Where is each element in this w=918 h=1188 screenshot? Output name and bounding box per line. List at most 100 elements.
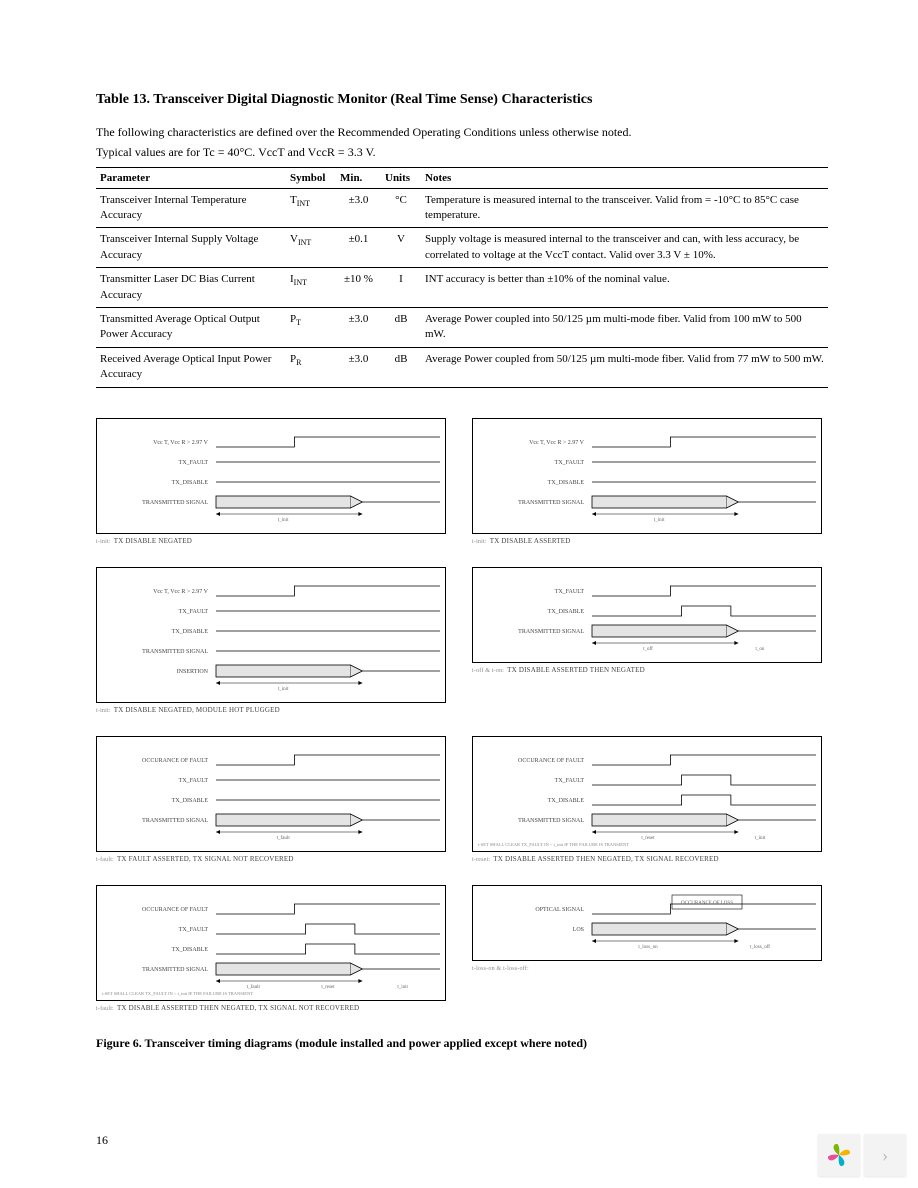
svg-text:OCCURANCE OF LOSS: OCCURANCE OF LOSS [681, 901, 733, 906]
svg-text:t_loss_off: t_loss_off [750, 945, 770, 950]
cell-min: ±3.0 [336, 307, 381, 347]
cell-parameter: Transceiver Internal Temperature Accurac… [96, 188, 286, 228]
th-parameter: Parameter [96, 167, 286, 188]
diagram-caption: t-init:TX DISABLE NEGATED, MODULE HOT PL… [96, 706, 452, 714]
svg-text:TRANSMITTED SIGNAL: TRANSMITTED SIGNAL [518, 818, 584, 824]
timing-diagrams-grid: Vcc T, Vcc R > 2.97 V TX_FAULT TX_DISABLE T… [96, 418, 828, 1012]
cell-symbol: PR [286, 347, 336, 387]
svg-text:TX_FAULT: TX_FAULT [179, 609, 209, 615]
svg-text:Vcc T, Vcc R > 2.97 V: Vcc T, Vcc R > 2.97 V [153, 440, 209, 446]
timing-diagram-svg: Vcc T, Vcc R > 2.97 V TX_FAULT TX_DISABLE T… [96, 418, 446, 534]
chevron-right-icon: › [882, 1145, 888, 1166]
svg-text:OPTICAL SIGNAL: OPTICAL SIGNAL [535, 907, 584, 913]
svg-text:t-SET SHALL CLEAR TX_FAULT IN: t-SET SHALL CLEAR TX_FAULT IN < t_init I… [478, 842, 629, 847]
cell-units: dB [381, 347, 421, 387]
cell-min: ±3.0 [336, 347, 381, 387]
diagram-caption: t-reset:TX DISABLE ASSERTED THEN NEGATED… [472, 855, 828, 863]
svg-text:TX_DISABLE: TX_DISABLE [172, 798, 209, 804]
th-notes: Notes [421, 167, 828, 188]
diagram-caption: t-fault:TX FAULT ASSERTED, TX SIGNAL NOT… [96, 855, 452, 863]
svg-text:t_fault: t_fault [277, 836, 291, 841]
svg-text:t_init: t_init [654, 518, 665, 523]
petal-logo-icon [826, 1142, 852, 1168]
cell-parameter: Transmitted Average Optical Output Power… [96, 307, 286, 347]
timing-diagram-svg: OCCURANCE OF FAULT TX_FAULT TX_DISABLE TRAN… [96, 885, 446, 1001]
svg-text:INSERTION: INSERTION [177, 669, 209, 675]
svg-text:t_init: t_init [278, 687, 289, 692]
cell-symbol: TINT [286, 188, 336, 228]
timing-diagram-svg: OPTICAL SIGNAL LOS t_loss_on t_loss_off OCCU… [472, 885, 822, 961]
cell-parameter: Received Average Optical Input Power Acc… [96, 347, 286, 387]
timing-diagram-panel: TX_FAULTTX_DISABLETRANSMITTED SIGNALt_of… [472, 567, 828, 714]
svg-text:TRANSMITTED SIGNAL: TRANSMITTED SIGNAL [518, 500, 584, 506]
corner-nav: › [818, 1134, 906, 1176]
cell-min: ±3.0 [336, 188, 381, 228]
cell-symbol: PT [286, 307, 336, 347]
timing-diagram-panel: OPTICAL SIGNAL LOS t_loss_on t_loss_off OCCU… [472, 885, 828, 1012]
table-row: Received Average Optical Input Power Acc… [96, 347, 828, 387]
cell-notes: Average Power coupled from 50/125 µm mul… [421, 347, 828, 387]
svg-text:Vcc T, Vcc R > 2.97 V: Vcc T, Vcc R > 2.97 V [153, 589, 209, 595]
cell-notes: INT accuracy is better than ±10% of the … [421, 268, 828, 308]
cell-units: dB [381, 307, 421, 347]
intro-line-1: The following characteristics are define… [96, 124, 828, 141]
svg-text:t_fault: t_fault [247, 985, 261, 990]
svg-text:TRANSMITTED SIGNAL: TRANSMITTED SIGNAL [142, 967, 208, 973]
svg-text:OCCURANCE OF FAULT: OCCURANCE OF FAULT [142, 758, 208, 764]
th-min: Min. [336, 167, 381, 188]
diagram-caption: t-fault:TX DISABLE ASSERTED THEN NEGATED… [96, 1004, 452, 1012]
table-row: Transmitter Laser DC Bias Current Accura… [96, 268, 828, 308]
diagram-caption: t-init:TX DISABLE NEGATED [96, 537, 452, 545]
svg-text:TX_DISABLE: TX_DISABLE [548, 480, 585, 486]
cell-symbol: VINT [286, 228, 336, 268]
svg-text:TX_DISABLE: TX_DISABLE [172, 480, 209, 486]
timing-diagram-svg: OCCURANCE OF FAULTTX_FAULTTX_DISABLETRAN… [472, 736, 822, 852]
cell-notes: Average Power coupled into 50/125 µm mul… [421, 307, 828, 347]
svg-text:t_init: t_init [278, 518, 289, 523]
svg-text:t_reset: t_reset [641, 836, 655, 841]
svg-text:OCCURANCE OF FAULT: OCCURANCE OF FAULT [142, 907, 208, 913]
th-symbol: Symbol [286, 167, 336, 188]
th-units: Units [381, 167, 421, 188]
svg-text:TX_FAULT: TX_FAULT [555, 460, 585, 466]
timing-diagram-svg: Vcc T, Vcc R > 2.97 V TX_FAULT TX_DISABLE T… [472, 418, 822, 534]
logo-tile [818, 1134, 860, 1176]
svg-text:t_loss_on: t_loss_on [638, 945, 658, 950]
table-row: Transceiver Internal Supply Voltage Accu… [96, 228, 828, 268]
next-page-button[interactable]: › [864, 1134, 906, 1176]
timing-diagram-panel: Vcc T, Vcc R > 2.97 V TX_FAULT TX_DISABLE T… [472, 418, 828, 545]
svg-text:t_init: t_init [755, 836, 766, 841]
timing-diagram-panel: Vcc T, Vcc R > 2.97 V TX_FAULT TX_DISABLE T… [96, 418, 452, 545]
cell-symbol: IINT [286, 268, 336, 308]
table-title: Table 13. Transceiver Digital Diagnostic… [96, 92, 828, 108]
page-number: 16 [96, 1133, 108, 1148]
svg-text:TRANSMITTED SIGNAL: TRANSMITTED SIGNAL [142, 500, 208, 506]
svg-text:TX_FAULT: TX_FAULT [179, 927, 209, 933]
timing-diagram-panel: OCCURANCE OF FAULT TX_FAULT TX_DISABLE TRAN… [96, 885, 452, 1012]
timing-diagram-panel: Vcc T, Vcc R > 2.97 VTX_FAULTTX_DISABLET… [96, 567, 452, 714]
timing-diagram-svg: TX_FAULTTX_DISABLETRANSMITTED SIGNALt_of… [472, 567, 822, 663]
svg-text:t-SET SHALL CLEAR TX_FAULT IN: t-SET SHALL CLEAR TX_FAULT IN < t_init I… [102, 991, 253, 996]
svg-text:TRANSMITTED SIGNAL: TRANSMITTED SIGNAL [142, 818, 208, 824]
diagram-caption: t-loss-on & t-loss-off: [472, 964, 828, 972]
svg-text:t_off: t_off [643, 647, 653, 652]
svg-text:Vcc T, Vcc R > 2.97 V: Vcc T, Vcc R > 2.97 V [529, 440, 585, 446]
svg-text:t_init: t_init [397, 985, 408, 990]
timing-diagram-panel: OCCURANCE OF FAULT TX_FAULT TX_DISABLE TRAN… [96, 736, 452, 863]
svg-text:TX_DISABLE: TX_DISABLE [548, 609, 585, 615]
timing-diagram-svg: Vcc T, Vcc R > 2.97 VTX_FAULTTX_DISABLET… [96, 567, 446, 703]
table-header-row: Parameter Symbol Min. Units Notes [96, 167, 828, 188]
svg-text:TX_DISABLE: TX_DISABLE [548, 798, 585, 804]
cell-min: ±10 % [336, 268, 381, 308]
cell-units: I [381, 268, 421, 308]
svg-text:TX_DISABLE: TX_DISABLE [172, 947, 209, 953]
diagram-caption: t-init:TX DISABLE ASSERTED [472, 537, 828, 545]
svg-text:TX_FAULT: TX_FAULT [179, 778, 209, 784]
svg-text:TX_FAULT: TX_FAULT [555, 589, 585, 595]
cell-min: ±0.1 [336, 228, 381, 268]
svg-text:t_on: t_on [756, 647, 765, 652]
svg-text:TX_FAULT: TX_FAULT [179, 460, 209, 466]
spec-table: Parameter Symbol Min. Units Notes Transc… [96, 167, 828, 388]
svg-text:LOS: LOS [573, 927, 584, 933]
table-row: Transmitted Average Optical Output Power… [96, 307, 828, 347]
